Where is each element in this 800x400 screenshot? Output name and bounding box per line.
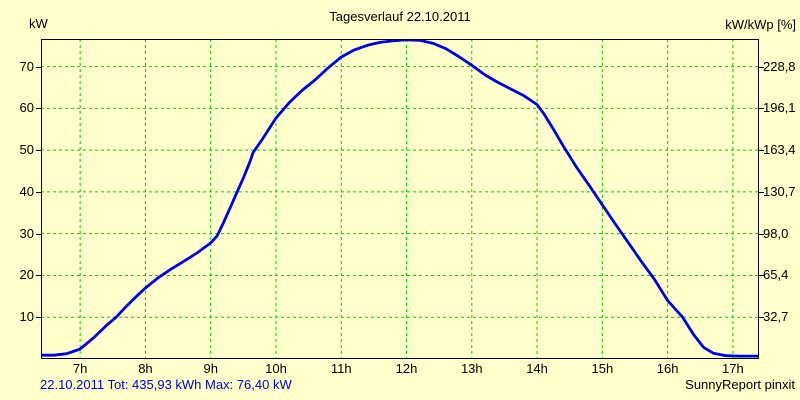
footer-summary: 22.10.2011 Tot: 435,93 kWh Max: 76,40 kW xyxy=(40,377,292,392)
y-axis-tick-label-left: 10 xyxy=(19,309,34,325)
y-axis-tick-label-left: 40 xyxy=(19,183,34,199)
y-axis-tick-mark-left xyxy=(36,191,41,193)
y-axis-tick-label-left: 20 xyxy=(19,267,34,283)
x-axis-tick-label: 9h xyxy=(203,361,218,376)
y-axis-tick-mark-left xyxy=(36,275,41,277)
y-axis-tick-mark-right xyxy=(759,317,764,319)
power-curve xyxy=(41,39,759,358)
y-axis-tick-label-left: 60 xyxy=(19,100,34,116)
y-axis-tick-mark-left xyxy=(36,66,41,68)
x-axis-tick-label: 7h xyxy=(72,361,88,376)
y-axis-tick-label-right: 228,8 xyxy=(763,58,796,74)
daily-power-line-chart xyxy=(41,39,759,359)
y-axis-tick-label-right: 98,0 xyxy=(763,225,789,241)
y-axis-tick-label-right: 196,1 xyxy=(763,100,796,116)
x-axis-tick-label: 8h xyxy=(138,361,153,376)
y-axis-tick-label-right: 65,4 xyxy=(763,267,789,283)
y-axis-tick-mark-left xyxy=(36,233,41,235)
y-axis-tick-label-right: 32,7 xyxy=(763,309,789,325)
x-axis-tick-label: 15h xyxy=(591,361,614,376)
y-axis-tick-mark-right xyxy=(759,150,764,152)
x-axis-tick-label: 10h xyxy=(265,361,287,376)
y-axis-tick-mark-left xyxy=(36,317,41,319)
y-axis-tick-label-left: 70 xyxy=(19,58,34,74)
left-axis-unit-label: kW xyxy=(29,16,48,31)
y-axis-tick-mark-right xyxy=(759,233,764,235)
y-axis-tick-label-right: 163,4 xyxy=(763,142,796,158)
chart-title: Tagesverlauf 22.10.2011 xyxy=(329,9,471,24)
y-axis-tick-mark-right xyxy=(759,66,764,68)
y-axis-tick-mark-left xyxy=(36,108,41,110)
y-axis-tick-mark-right xyxy=(759,275,764,277)
footer-credit: SunnyReport pinxit xyxy=(685,377,795,392)
right-axis-unit-label: kW/kWp [%] xyxy=(725,17,796,32)
x-axis-tick-label: 12h xyxy=(395,361,418,376)
y-axis-tick-label-right: 130,7 xyxy=(763,183,796,199)
plot-border xyxy=(41,39,759,359)
x-axis-tick-label: 17h xyxy=(722,361,744,376)
y-axis-tick-mark-right xyxy=(759,108,764,110)
y-axis-tick-label-left: 30 xyxy=(19,225,34,241)
y-axis-tick-label-left: 50 xyxy=(19,142,34,158)
y-axis-tick-mark-left xyxy=(36,150,41,152)
x-axis-tick-label: 13h xyxy=(460,361,483,376)
y-axis-tick-mark-right xyxy=(759,191,764,193)
plot-area xyxy=(41,39,759,359)
x-axis-tick-label: 11h xyxy=(330,361,352,376)
x-axis-tick-label: 16h xyxy=(656,361,679,376)
x-axis-tick-label: 14h xyxy=(526,361,548,376)
